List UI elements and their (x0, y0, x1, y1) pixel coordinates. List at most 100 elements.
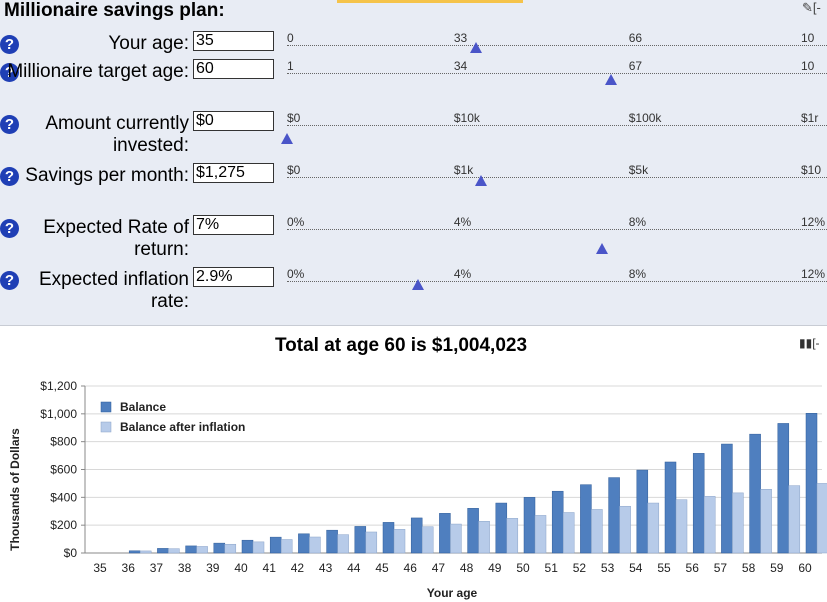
bar-balance (241, 539, 254, 554)
bar-balance (213, 542, 226, 554)
help-icon[interactable]: ? (0, 115, 19, 134)
y-tick-label: $200 (50, 518, 77, 532)
help-icon[interactable]: ? (0, 219, 19, 238)
bar-balance (777, 423, 790, 554)
inflation-rate-label: Expected inflation rate: (39, 269, 189, 312)
x-tick-label: 41 (263, 561, 277, 575)
help-icon[interactable]: ? (0, 167, 19, 186)
x-tick-label: 38 (178, 561, 192, 575)
bar-balance-after-inflation (478, 521, 490, 554)
chart-type-icon[interactable]: ▮▮[- (799, 336, 820, 350)
rate-of-return-input[interactable]: 7% (193, 215, 274, 235)
slider-tick-label: 67 (628, 59, 643, 73)
x-tick-label: 60 (798, 561, 812, 575)
x-tick-label: 36 (122, 561, 136, 575)
x-tick-label: 53 (601, 561, 615, 575)
savings-per-month-input[interactable]: $1,275 (193, 163, 274, 183)
bar-balance (664, 461, 677, 554)
slider-tick-label: $1r (801, 111, 819, 125)
slider-tick-label: 0% (287, 215, 305, 229)
rate-of-return-slider[interactable]: 0% 4% 8% 12% (287, 215, 827, 254)
bar-balance (495, 502, 508, 554)
bar-balance (636, 469, 649, 554)
help-icon[interactable]: ? (0, 35, 19, 54)
slider-track (287, 177, 827, 178)
slider-track (287, 229, 827, 230)
bar-balance-after-inflation (647, 502, 660, 554)
slider-track (287, 125, 827, 126)
x-tick-label: 40 (234, 561, 248, 575)
target-age-input[interactable]: 60 (193, 59, 274, 79)
x-tick-label: 35 (93, 561, 107, 575)
slider-tick-label: 10 (801, 59, 815, 73)
your-age-slider[interactable]: 0 33 66 10 (287, 31, 827, 53)
slider-tick-label: 34 (453, 59, 468, 73)
bar-balance (354, 526, 367, 554)
help-icon[interactable]: ? (0, 63, 19, 82)
bar-balance (749, 433, 761, 554)
rate-of-return-row: ? Expected Rate of return: 7% 0% 4% 8% 12% (0, 214, 827, 266)
y-tick-label: $600 (50, 463, 77, 477)
collapse-toggle[interactable]: [- (812, 0, 821, 15)
slider-thumb[interactable] (411, 279, 424, 290)
slider-tick-label: $0 (287, 111, 301, 125)
bar-balance-after-inflation (365, 531, 378, 554)
bar-balance (467, 508, 479, 554)
x-tick-label: 59 (770, 561, 784, 575)
slider-tick-label: 66 (628, 31, 643, 45)
bar-balance-after-inflation (675, 499, 688, 554)
bar-balance-after-inflation (224, 543, 237, 554)
savings-per-month-row: ? Savings per month: $1,275 $0 $1k $5k $10 (0, 162, 827, 214)
bar-balance (185, 545, 197, 554)
chart-collapse-toggle[interactable]: [- (812, 336, 820, 350)
amount-invested-input[interactable]: $0 (193, 111, 274, 131)
x-tick-label: 37 (150, 561, 164, 575)
y-tick-label: $400 (50, 490, 77, 504)
bar-balance (523, 497, 536, 554)
slider-thumb[interactable] (281, 133, 293, 144)
x-tick-label: 57 (714, 561, 728, 575)
bar-balance (721, 443, 733, 554)
inflation-rate-input[interactable]: 2.9% (193, 267, 274, 287)
savings-per-month-label: Savings per month: (25, 165, 189, 186)
inflation-rate-slider[interactable]: 0% 4% 8% 12% (287, 267, 827, 290)
bar-balance-after-inflation (703, 496, 716, 554)
bar-balance (326, 529, 338, 554)
bar-balance-after-inflation (168, 548, 180, 554)
bar-balance-after-inflation (280, 539, 293, 554)
slider-thumb[interactable] (470, 42, 482, 53)
slider-thumb[interactable] (595, 243, 608, 254)
y-axis-label: Thousands of Dollars (8, 428, 22, 551)
pencil-icon[interactable]: ✎[- (802, 0, 821, 15)
slider-tick-label: $0 (287, 163, 301, 177)
savings-per-month-slider[interactable]: $0 $1k $5k $10 (287, 163, 827, 186)
your-age-label: Your age: (108, 33, 189, 54)
x-tick-label: 54 (629, 561, 643, 575)
your-age-input[interactable]: 35 (193, 31, 274, 51)
slider-thumb[interactable] (605, 74, 617, 85)
amount-invested-slider[interactable]: $0 $10k $100k $1r (281, 111, 827, 144)
target-age-slider[interactable]: 1 34 67 10 (287, 59, 827, 85)
slider-tick-label: $10k (453, 111, 480, 125)
x-tick-label: 45 (375, 561, 389, 575)
bar-balance (439, 513, 451, 554)
slider-tick-label: 1 (287, 59, 294, 73)
slider-tick-label: 4% (453, 267, 472, 281)
slider-tick-label: 33 (453, 31, 468, 45)
slider-tick-label: 10 (801, 31, 815, 45)
y-tick-label: $0 (64, 546, 78, 560)
x-tick-label: 49 (488, 561, 502, 575)
slider-tick-label: $10 (801, 163, 822, 177)
slider-thumb[interactable] (475, 175, 488, 186)
x-tick-label: 42 (291, 561, 305, 575)
bar-balance (805, 413, 818, 554)
amount-invested-label: Amount currently invested: (45, 113, 189, 156)
inflation-rate-row: ? Expected inflation rate: 2.9% 0% 4% 8% 12% (0, 266, 827, 318)
bar-balance (128, 550, 141, 554)
x-tick-label: 48 (460, 561, 474, 575)
y-tick-label: $1,200 (40, 379, 77, 393)
bar-balance-after-inflation (252, 541, 265, 554)
bar-balance-after-inflation (421, 526, 434, 554)
help-icon[interactable]: ? (0, 271, 19, 290)
x-tick-label: 39 (206, 561, 220, 575)
